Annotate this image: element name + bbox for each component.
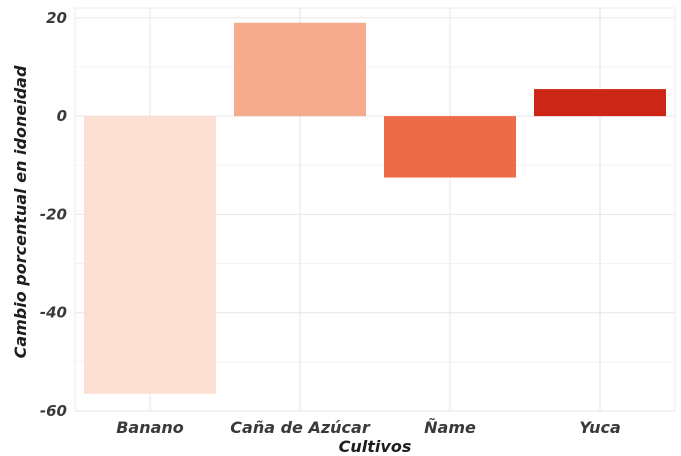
- bar-1: [84, 116, 216, 394]
- x-axis-title: Cultivos: [339, 437, 412, 456]
- x-tick-label: Banano: [116, 418, 184, 437]
- bars: [84, 22, 666, 394]
- x-tick-label: Ñame: [424, 418, 476, 437]
- bar-4: [534, 89, 666, 117]
- y-tick-label: -60: [40, 402, 67, 420]
- x-axis-ticks: Banano Caña de Azúcar Ñame Yuca: [116, 418, 621, 437]
- y-tick-label: -40: [40, 304, 67, 322]
- y-tick-label: 0: [57, 107, 67, 125]
- bar-3: [384, 116, 516, 178]
- y-tick-label: -20: [40, 205, 67, 223]
- y-tick-label: 20: [46, 9, 67, 27]
- y-axis-ticks: 20 0 -20 -40 -60: [40, 9, 67, 420]
- bar-2: [234, 22, 366, 117]
- y-axis-title: Cambio porcentual en idoneidad: [11, 65, 30, 358]
- x-tick-label: Caña de Azúcar: [230, 418, 371, 437]
- x-tick-label: Yuca: [579, 418, 621, 437]
